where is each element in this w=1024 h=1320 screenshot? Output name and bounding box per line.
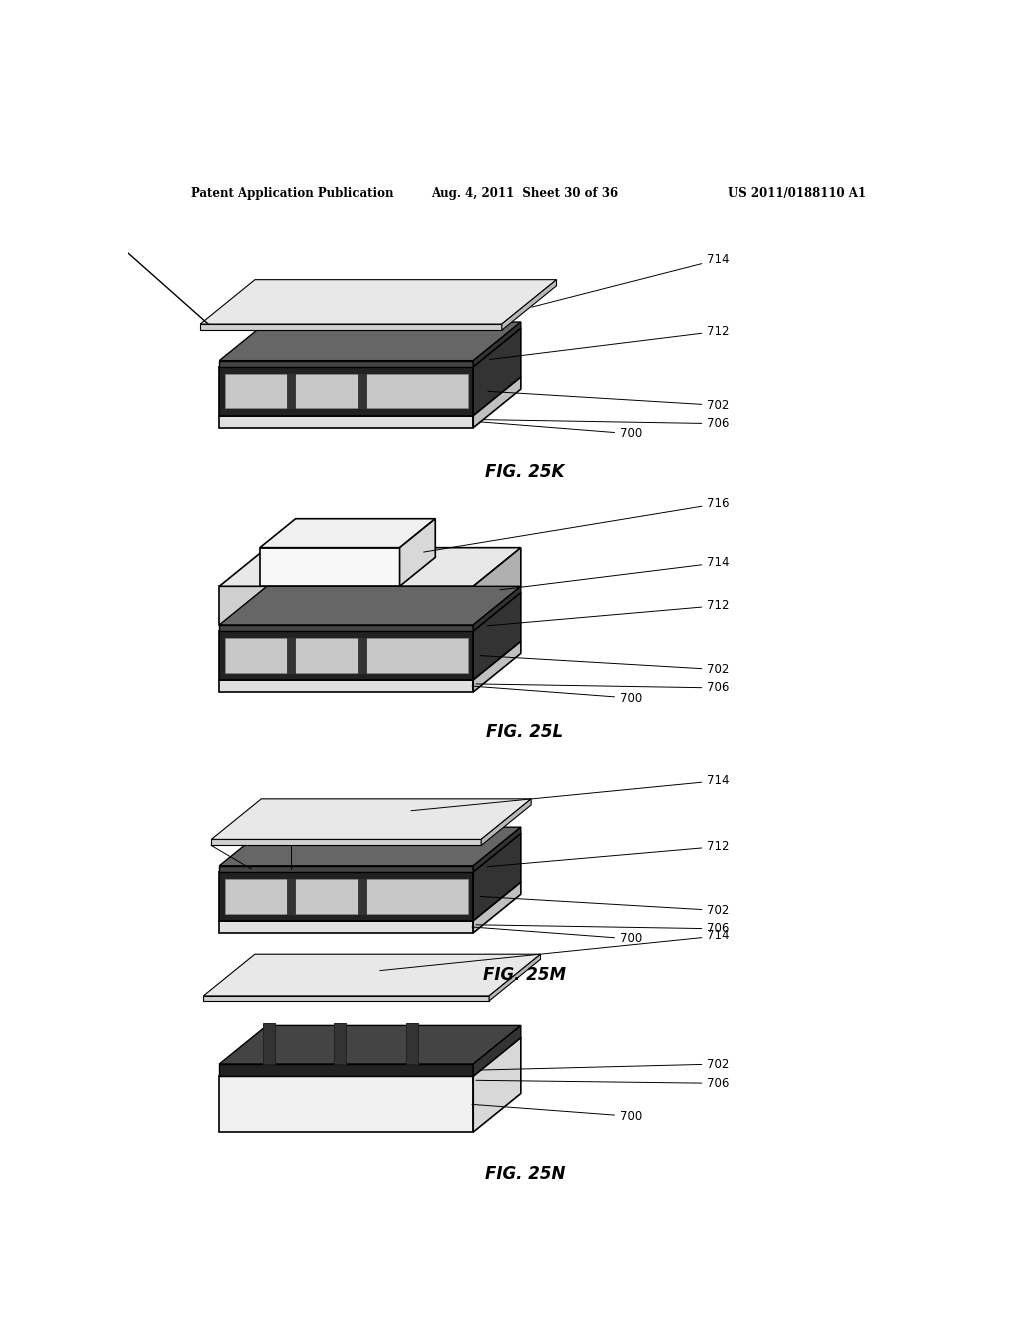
Polygon shape (219, 873, 473, 921)
Polygon shape (219, 642, 521, 680)
Polygon shape (219, 631, 473, 680)
Text: 702: 702 (480, 1057, 730, 1071)
Text: 702: 702 (487, 391, 730, 412)
Polygon shape (219, 416, 473, 428)
Polygon shape (219, 833, 521, 873)
Text: 706: 706 (476, 681, 730, 694)
Polygon shape (211, 840, 481, 846)
Polygon shape (219, 548, 521, 586)
Polygon shape (473, 882, 521, 933)
Polygon shape (201, 280, 556, 325)
Text: 706: 706 (476, 1077, 730, 1090)
Polygon shape (219, 882, 521, 921)
Polygon shape (219, 1038, 521, 1076)
Text: FIG. 25M: FIG. 25M (483, 966, 566, 985)
Polygon shape (219, 360, 473, 367)
Polygon shape (219, 921, 473, 933)
Text: FIG. 25L: FIG. 25L (486, 722, 563, 741)
Polygon shape (219, 586, 473, 624)
Polygon shape (473, 378, 521, 428)
Polygon shape (489, 954, 541, 1001)
Text: 700: 700 (472, 686, 642, 705)
Polygon shape (225, 879, 468, 913)
Polygon shape (219, 367, 473, 416)
Polygon shape (219, 828, 521, 866)
Text: Patent Application Publication: Patent Application Publication (191, 187, 394, 199)
Polygon shape (201, 325, 502, 330)
Polygon shape (219, 1076, 473, 1133)
Text: 714: 714 (380, 929, 730, 970)
Polygon shape (287, 374, 295, 408)
Polygon shape (219, 1026, 521, 1064)
Polygon shape (204, 995, 489, 1001)
Polygon shape (225, 374, 468, 408)
Polygon shape (358, 374, 367, 408)
Text: 702: 702 (480, 656, 730, 676)
Polygon shape (287, 638, 295, 673)
Polygon shape (260, 519, 435, 548)
Polygon shape (219, 593, 521, 631)
Polygon shape (358, 879, 367, 913)
Polygon shape (204, 954, 541, 995)
Polygon shape (225, 638, 468, 673)
Polygon shape (260, 548, 399, 586)
Polygon shape (473, 642, 521, 692)
Text: FIG. 25K: FIG. 25K (485, 463, 564, 482)
Polygon shape (473, 833, 521, 921)
Text: 700: 700 (472, 1105, 642, 1123)
Polygon shape (219, 322, 521, 360)
Polygon shape (219, 624, 473, 631)
Polygon shape (219, 329, 521, 367)
Text: 712: 712 (487, 840, 730, 867)
Polygon shape (219, 378, 521, 416)
Text: 700: 700 (472, 927, 642, 945)
Polygon shape (473, 586, 521, 631)
Text: 714: 714 (500, 556, 730, 590)
Polygon shape (219, 586, 521, 624)
Text: 712: 712 (489, 325, 730, 359)
Text: 716: 716 (424, 496, 730, 552)
Polygon shape (473, 1026, 521, 1076)
Polygon shape (473, 1038, 521, 1133)
Polygon shape (481, 799, 531, 846)
Text: 706: 706 (476, 923, 730, 936)
Text: 714: 714 (411, 774, 730, 810)
Polygon shape (473, 322, 521, 367)
Polygon shape (406, 1023, 418, 1064)
Polygon shape (399, 519, 435, 586)
Polygon shape (219, 1064, 473, 1076)
Polygon shape (334, 1023, 346, 1064)
Text: FIG. 25N: FIG. 25N (484, 1164, 565, 1183)
Polygon shape (211, 799, 531, 840)
Text: 714: 714 (531, 253, 730, 308)
Text: 702: 702 (480, 896, 730, 917)
Polygon shape (219, 866, 473, 873)
Text: US 2011/0188110 A1: US 2011/0188110 A1 (728, 187, 866, 199)
Text: 706: 706 (484, 417, 730, 430)
Text: 712: 712 (487, 599, 730, 626)
Polygon shape (219, 680, 473, 692)
Text: 700: 700 (480, 422, 642, 441)
Polygon shape (473, 593, 521, 680)
Polygon shape (473, 329, 521, 416)
Polygon shape (287, 879, 295, 913)
Polygon shape (263, 1023, 274, 1064)
Polygon shape (473, 548, 521, 624)
Text: Aug. 4, 2011  Sheet 30 of 36: Aug. 4, 2011 Sheet 30 of 36 (431, 187, 618, 199)
Polygon shape (473, 828, 521, 873)
Polygon shape (502, 280, 556, 330)
Polygon shape (358, 638, 367, 673)
